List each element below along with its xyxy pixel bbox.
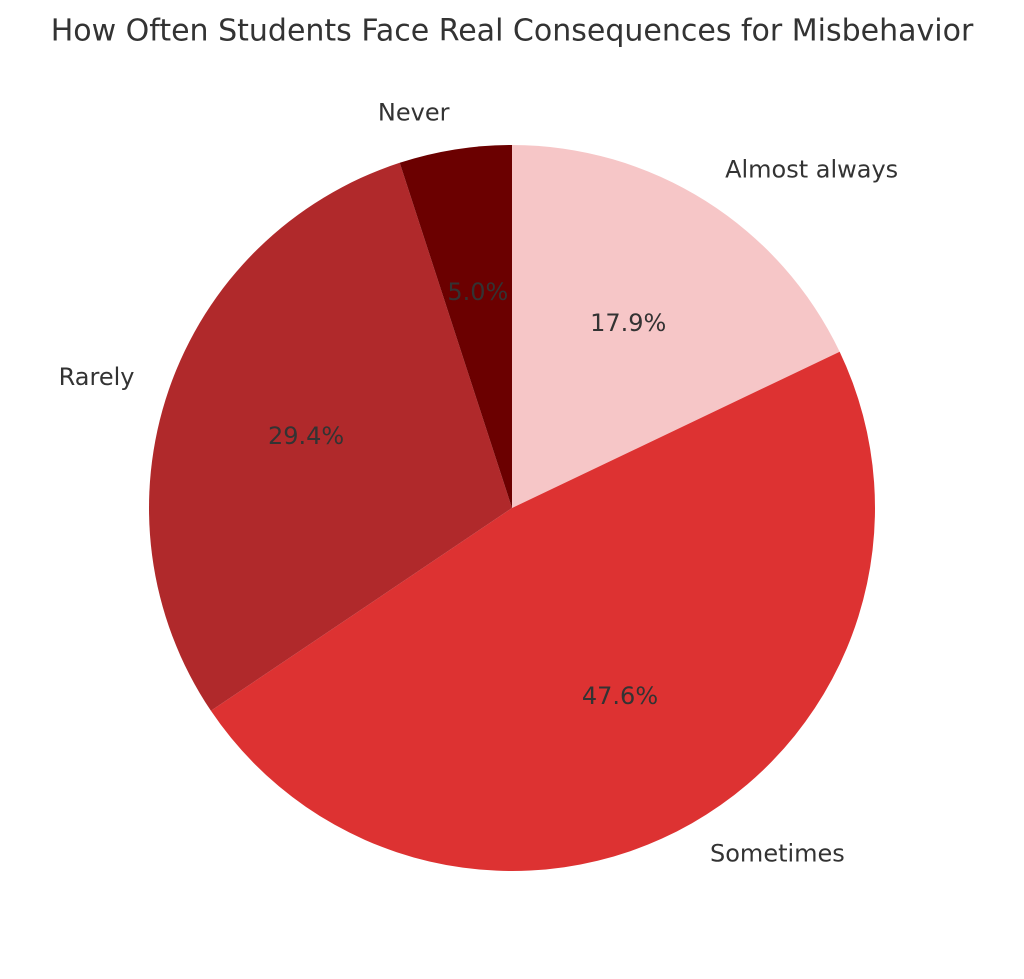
pie-slice <box>399 145 512 508</box>
percent-label: 47.6% <box>582 682 658 710</box>
pie-slice <box>512 145 840 508</box>
percent-label: 29.4% <box>268 422 344 450</box>
slice-label: Never <box>378 99 450 127</box>
percent-label: 5.0% <box>447 278 508 306</box>
pie-slice <box>210 351 875 871</box>
slice-label: Sometimes <box>710 840 845 868</box>
pie-slice <box>148 162 512 711</box>
slice-label: Rarely <box>59 363 135 391</box>
chart-title: How Often Students Face Real Consequence… <box>51 14 974 49</box>
percent-label: 17.9% <box>590 309 666 337</box>
slice-label: Almost always <box>725 155 898 183</box>
